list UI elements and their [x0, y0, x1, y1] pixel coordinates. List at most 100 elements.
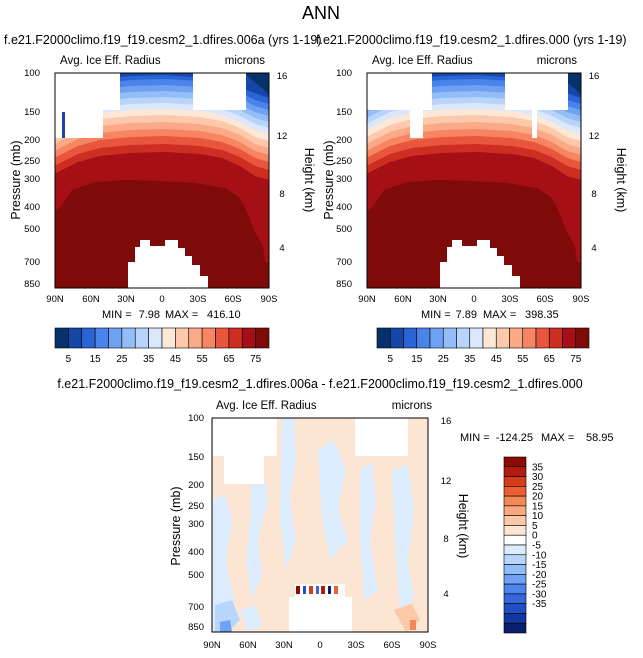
y2-tick-label: 12 — [441, 476, 452, 487]
panel-c-xticks: 90N 60N 30N 0 30S 60S 90S — [203, 640, 436, 651]
panel-c-title: f.e21.F2000climo.f19_f19.cesm2_1.dfires.… — [57, 377, 582, 391]
colorbar-label: -25 — [532, 580, 547, 591]
colorbar-label: 75 — [570, 354, 582, 365]
colorbar-swatch — [503, 534, 527, 546]
x-tick-label: 60N — [82, 294, 100, 305]
y-tick-label: 700 — [336, 257, 352, 268]
colorbar-swatch — [188, 327, 203, 349]
panel-c-max-value: 58.95 — [586, 432, 614, 444]
y-tick-label: 100 — [336, 68, 352, 79]
panel-c-units-label: microns — [392, 400, 433, 412]
colorbar-swatch — [134, 327, 149, 349]
panel-b-xticks: 90N 60N 30N 0 30S 60S 90S — [358, 294, 589, 305]
panel-b-frame — [366, 72, 582, 289]
y2-tick-label: 12 — [589, 131, 600, 142]
panel-c-min-value: -124.25 — [496, 432, 533, 444]
colorbar-label: 10 — [532, 511, 544, 522]
y-tick-label: 300 — [336, 174, 352, 185]
colorbar-label: 5 — [66, 354, 72, 365]
y-tick-label: 100 — [24, 68, 40, 79]
colorbar-label: 25 — [116, 354, 128, 365]
colorbar-label: 25 — [438, 354, 450, 365]
colorbar-label: 5 — [387, 354, 393, 365]
panel-a-frame — [54, 72, 270, 289]
colorbar-label: 75 — [250, 354, 262, 365]
colorbar-swatch — [535, 327, 550, 349]
colorbar-swatch — [503, 593, 527, 604]
x-tick-label: 0 — [159, 294, 164, 305]
colorbar-swatch — [442, 327, 457, 349]
y-tick-label: 500 — [336, 224, 352, 235]
page-title: ANN — [302, 3, 340, 23]
panel-c-min-label: MIN = — [460, 432, 490, 444]
x-tick-label: 60N — [394, 294, 412, 305]
colorbar-label: 65 — [544, 354, 556, 365]
colorbar-label: -20 — [532, 570, 547, 581]
panel-a-max-label: MAX = — [165, 309, 198, 321]
colorbar-swatch — [54, 327, 69, 349]
colorbar-swatch — [201, 327, 216, 349]
panel-c-plot-area — [212, 418, 428, 632]
colorbar-swatch — [456, 327, 471, 349]
y-tick-label: 500 — [188, 570, 204, 581]
colorbar-swatch — [503, 613, 527, 624]
panel-c-yticks: 100 150 200 250 300 400 500 700 850 — [188, 413, 204, 633]
y2-tick-label: 16 — [589, 71, 600, 82]
x-tick-label: 30N — [275, 640, 293, 651]
colorbar-swatch — [148, 327, 163, 349]
panel-a-min-label: MIN = — [102, 309, 132, 321]
colorbar-swatch — [376, 327, 391, 349]
colorbar-label: 5 — [532, 521, 538, 532]
x-tick-label: 30N — [429, 294, 447, 305]
colorbar-label: 15 — [90, 354, 102, 365]
colorbar-swatch — [469, 327, 484, 349]
panel-a-title: f.e21.F2000climo.f19_f19.cesm2_1.dfires.… — [4, 33, 322, 47]
x-tick-label: 60S — [537, 294, 554, 305]
panel-a-ylabel: Pressure (mb) — [9, 140, 23, 219]
colorbar-label: 65 — [223, 354, 235, 365]
colorbar-swatch — [503, 505, 527, 516]
panel-b-title: f.e21.F2000climo.f19_f19.cesm2_1.dfires.… — [316, 33, 627, 47]
y-tick-label: 250 — [24, 156, 40, 167]
colorbar-label: 35 — [532, 462, 544, 473]
colorbar-label: 15 — [411, 354, 423, 365]
colorbar-swatch — [503, 554, 527, 565]
x-tick-label: 90S — [420, 640, 437, 651]
panel-a-units-label: microns — [225, 55, 266, 67]
y2-tick-label: 4 — [591, 243, 596, 254]
x-tick-label: 60S — [225, 294, 242, 305]
colorbar-swatch — [503, 544, 527, 556]
colorbar-swatch — [81, 327, 96, 349]
colorbar-swatch — [575, 327, 590, 349]
colorbar-swatch — [161, 327, 176, 349]
colorbar-swatch — [503, 456, 527, 468]
colorbar-swatch — [175, 327, 190, 349]
colorbar-swatch — [503, 515, 527, 526]
colorbar-label: 55 — [197, 354, 209, 365]
panel-b-max-value: 398.35 — [525, 309, 559, 321]
x-tick-label: 90N — [203, 640, 221, 651]
y2-tick-label: 8 — [591, 189, 596, 200]
colorbar-swatch — [503, 574, 527, 585]
x-tick-label: 0 — [471, 294, 476, 305]
panel-c-max-label: MAX = — [541, 432, 574, 444]
y-tick-label: 150 — [336, 107, 352, 118]
colorbar-swatch — [389, 327, 404, 349]
panel-b-colorbar: 5 15 25 35 45 55 65 75 — [376, 327, 590, 365]
panel-c-y2ticks: 16 12 8 4 — [441, 416, 452, 600]
panel-a-max-value: 416.10 — [207, 309, 241, 321]
y-tick-label: 300 — [24, 174, 40, 185]
y-tick-label: 150 — [188, 452, 204, 463]
colorbar-label: 0 — [532, 531, 538, 542]
colorbar-label: 35 — [143, 354, 155, 365]
x-tick-label: 90S — [261, 294, 278, 305]
colorbar-label: 45 — [170, 354, 182, 365]
y-tick-label: 700 — [188, 602, 204, 613]
panel-c-y2label: Height (km) — [456, 494, 470, 559]
panel-c: f.e21.F2000climo.f19_f19.cesm2_1.dfires.… — [57, 377, 613, 651]
colorbar-swatch — [548, 327, 563, 349]
y-tick-label: 100 — [188, 413, 204, 424]
panel-a-y2label: Height (km) — [302, 148, 316, 213]
y2-tick-label: 8 — [279, 189, 284, 200]
